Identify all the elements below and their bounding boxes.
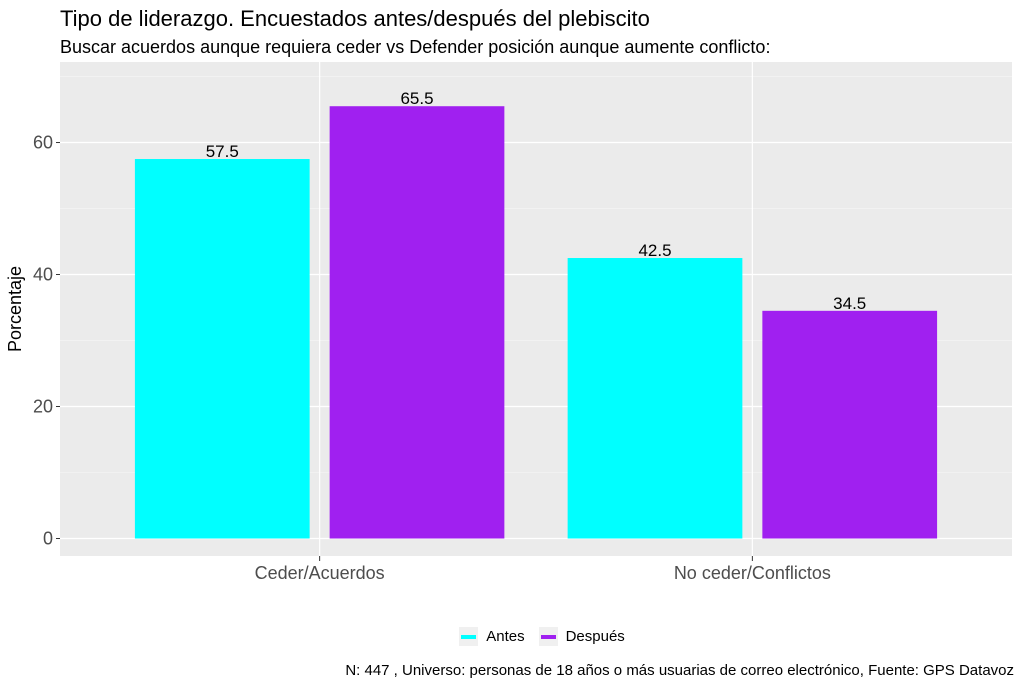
bar: [329, 106, 505, 539]
data-label: 42.5: [638, 241, 671, 260]
chart-caption: N: 447 , Universo: personas de 18 años o…: [345, 662, 1014, 679]
legend-label-antes: Antes: [486, 628, 525, 645]
y-tick-label: 0: [43, 529, 53, 549]
legend-item-despues: Después: [538, 627, 625, 646]
bar: [762, 310, 938, 539]
legend-key-antes: [459, 627, 479, 646]
x-tick-label: No ceder/Conflictos: [674, 563, 831, 583]
data-label: 34.5: [833, 294, 866, 313]
bar: [134, 159, 310, 539]
legend: Antes Después: [0, 627, 1024, 646]
legend-item-antes: Antes: [459, 627, 525, 646]
legend-key-despues: [538, 627, 558, 646]
y-tick-label: 40: [33, 265, 53, 285]
bar: [567, 258, 743, 539]
y-tick-label: 20: [33, 397, 53, 417]
data-label: 65.5: [400, 89, 433, 108]
chart-title: Tipo de liderazgo. Encuestados antes/des…: [60, 6, 650, 31]
chart-subtitle: Buscar acuerdos aunque requiera ceder vs…: [60, 37, 771, 57]
y-tick-label: 60: [33, 133, 53, 153]
x-tick-label: Ceder/Acuerdos: [255, 563, 385, 583]
legend-label-despues: Después: [565, 628, 625, 645]
y-axis-title: Porcentaje: [5, 266, 25, 352]
data-label: 57.5: [206, 142, 239, 161]
